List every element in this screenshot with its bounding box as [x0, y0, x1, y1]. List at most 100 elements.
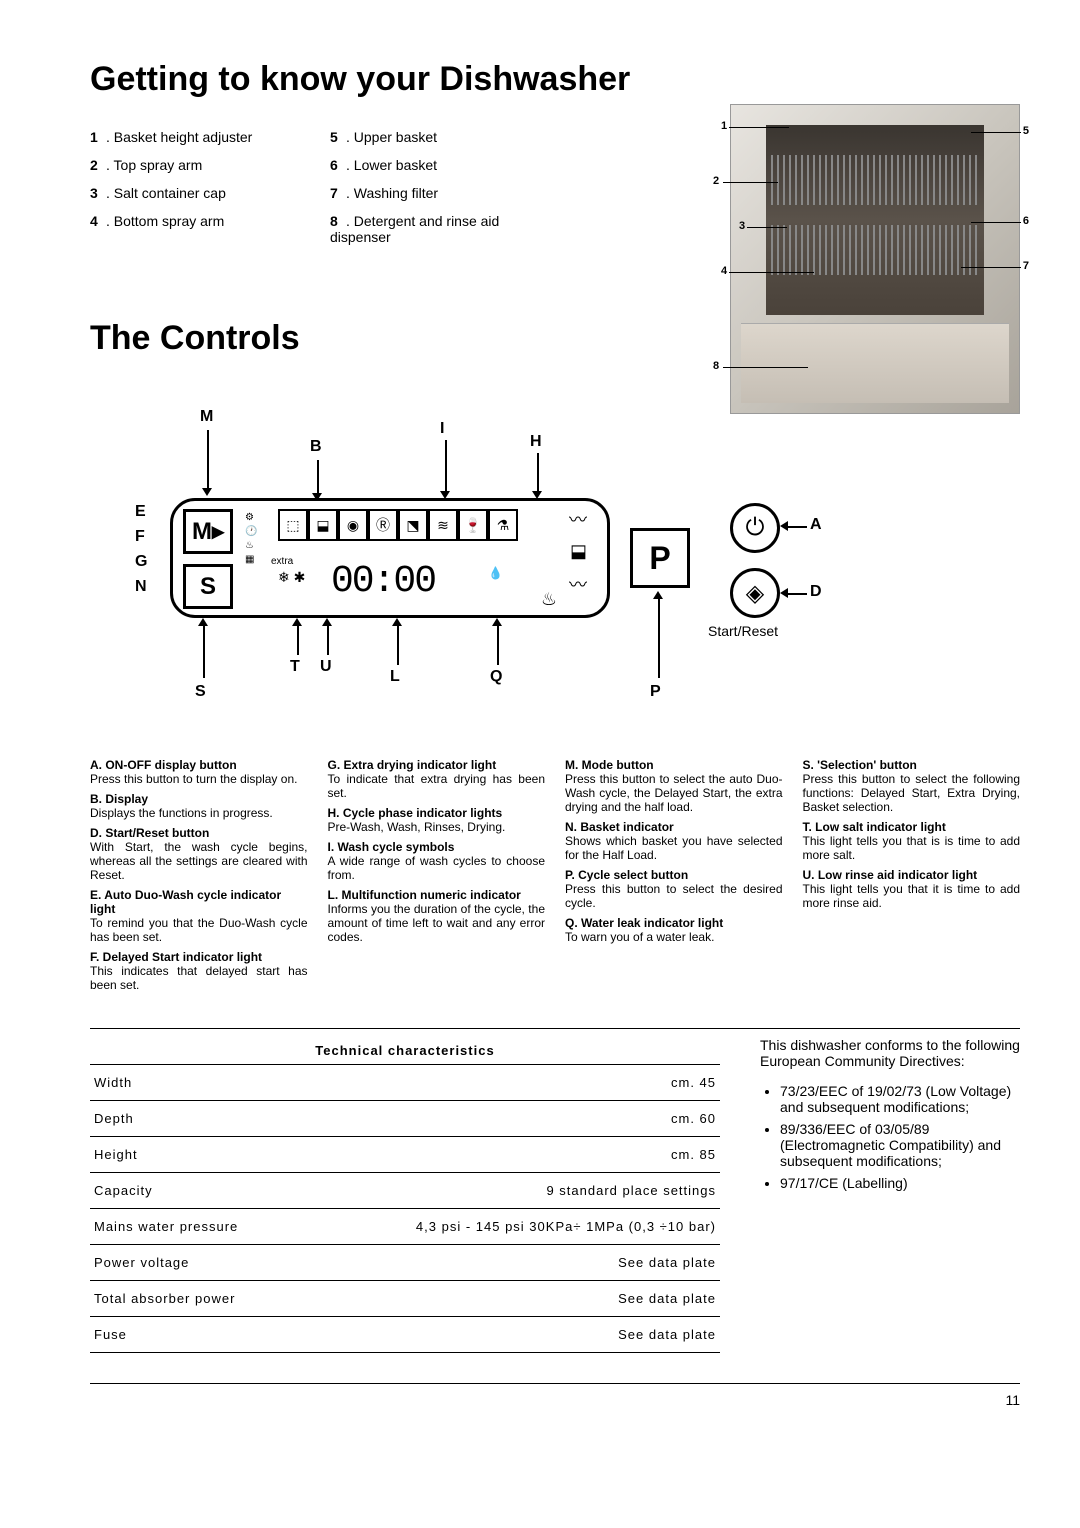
label-L: L	[390, 668, 400, 686]
spray-icon: 〰	[569, 506, 587, 532]
label-I: I	[440, 420, 444, 438]
control-item: E. Auto Duo-Wash cycle indicator lightTo…	[90, 888, 308, 944]
selection-button[interactable]: S	[183, 564, 233, 609]
panel-body: M▸ S ⚙🕐♨▦ ⬚ ⬓ ◉ Ⓡ ⬔ ≋ 🍷 ⚗ extra ❄ ✱ 00:0…	[170, 498, 610, 618]
dishwasher-diagram: 1 2 3 4 5 6 7 8	[730, 104, 1020, 414]
label-D: D	[810, 583, 822, 601]
parts-col-left: 1. Basket height adjuster 2. Top spray a…	[90, 129, 290, 257]
directive-item: 73/23/EEC of 19/02/73 (Low Voltage) and …	[780, 1083, 1020, 1115]
tech-header: Technical characteristics	[90, 1037, 720, 1065]
cycle-select-button[interactable]: P	[630, 528, 690, 588]
mode-button[interactable]: M▸	[183, 509, 233, 554]
control-item: U. Low rinse aid indicator lightThis lig…	[803, 868, 1021, 910]
cycle-icon: ≋	[428, 509, 458, 541]
label-Q: Q	[490, 668, 502, 686]
label-N: N	[135, 578, 147, 596]
control-item: G. Extra drying indicator lightTo indica…	[328, 758, 546, 800]
bottom-section: Technical characteristics Widthcm. 45Dep…	[90, 1028, 1020, 1353]
part-text: Top spray arm	[114, 157, 203, 173]
label-A: A	[810, 516, 822, 534]
cycle-icon: ⬓	[308, 509, 338, 541]
control-item: L. Multifunction numeric indicatorInform…	[328, 888, 546, 944]
part-num: 4	[90, 213, 106, 229]
label-E: E	[135, 503, 146, 521]
indicator-column: ⚙🕐♨▦	[245, 511, 257, 567]
control-item: F. Delayed Start indicator lightThis ind…	[90, 950, 308, 992]
control-item: Q. Water leak indicator lightTo warn you…	[565, 916, 783, 944]
callout-8: 8	[713, 360, 719, 372]
wash-cycle-icons: ⬚ ⬓ ◉ Ⓡ ⬔ ≋ 🍷 ⚗	[278, 509, 518, 541]
control-panel-diagram: M B I H E F G N M▸ S ⚙🕐♨▦ ⬚ ⬓ ◉ Ⓡ ⬔ ≋ 🍷 …	[90, 408, 970, 728]
control-item: D. Start/Reset buttonWith Start, the was…	[90, 826, 308, 882]
label-P: P	[650, 683, 661, 701]
callout-4: 4	[721, 265, 727, 277]
control-item: A. ON-OFF display buttonPress this butto…	[90, 758, 308, 786]
callout-2: 2	[713, 175, 719, 187]
directives: This dishwasher conforms to the followin…	[760, 1037, 1020, 1353]
control-item: N. Basket indicatorShows which basket yo…	[565, 820, 783, 862]
control-item: I. Wash cycle symbolsA wide range of was…	[328, 840, 546, 882]
table-row: Total absorber powerSee data plate	[90, 1281, 720, 1317]
controls-col-3: M. Mode buttonPress this button to selec…	[565, 758, 783, 998]
control-item: M. Mode buttonPress this button to selec…	[565, 758, 783, 814]
table-row: Capacity9 standard place settings	[90, 1173, 720, 1209]
part-text: Washing filter	[354, 185, 438, 201]
table-row: Widthcm. 45	[90, 1065, 720, 1101]
table-row: Mains water pressure4,3 psi - 145 psi 30…	[90, 1209, 720, 1245]
part-num: 1	[90, 129, 106, 145]
part-text: Bottom spray arm	[114, 213, 224, 229]
callout-5: 5	[1023, 125, 1029, 137]
table-row: Heightcm. 85	[90, 1137, 720, 1173]
directive-item: 97/17/CE (Labelling)	[780, 1175, 1020, 1191]
label-M: M	[200, 408, 213, 426]
page-footer: 11	[90, 1383, 1020, 1408]
extra-label: extra	[271, 556, 293, 567]
controls-col-1: A. ON-OFF display buttonPress this butto…	[90, 758, 308, 998]
control-item: S. 'Selection' buttonPress this button t…	[803, 758, 1021, 814]
part-num: 6	[330, 157, 346, 173]
part-num: 3	[90, 185, 106, 201]
callout-7: 7	[1023, 260, 1029, 272]
parts-col-right: 5. Upper basket 6. Lower basket 7. Washi…	[330, 129, 530, 257]
control-item: T. Low salt indicator lightThis light te…	[803, 820, 1021, 862]
spray-icon: ⬓	[570, 541, 587, 562]
directives-intro: This dishwasher conforms to the followin…	[760, 1037, 1020, 1069]
control-item: B. DisplayDisplays the functions in prog…	[90, 792, 308, 820]
cycle-icon: ⬚	[278, 509, 308, 541]
part-num: 8	[330, 213, 346, 229]
on-off-button[interactable]: ⏻	[730, 503, 780, 553]
part-num: 2	[90, 157, 106, 173]
cycle-icon: ◉	[338, 509, 368, 541]
water-drop-icon: 💧	[488, 566, 503, 580]
spray-icon: ♨	[541, 589, 557, 610]
label-B: B	[310, 438, 322, 456]
table-row: Depthcm. 60	[90, 1101, 720, 1137]
callout-3: 3	[739, 220, 745, 232]
lcd-display: 00:00	[293, 556, 473, 606]
control-item: H. Cycle phase indicator lightsPre-Wash,…	[328, 806, 546, 834]
page-number: 11	[1005, 1392, 1020, 1408]
label-G: G	[135, 553, 147, 571]
part-text: Detergent and rinse aid dispenser	[330, 213, 499, 245]
part-text: Upper basket	[354, 129, 437, 145]
label-H: H	[530, 433, 542, 451]
callout-1: 1	[721, 120, 727, 132]
part-text: Lower basket	[354, 157, 437, 173]
part-num: 7	[330, 185, 346, 201]
cycle-icon: 🍷	[458, 509, 488, 541]
spray-icon: 〰	[569, 571, 587, 597]
controls-col-4: S. 'Selection' buttonPress this button t…	[803, 758, 1021, 998]
label-S-bot: S	[195, 683, 206, 701]
control-item: P. Cycle select buttonPress this button …	[565, 868, 783, 910]
table-row: FuseSee data plate	[90, 1317, 720, 1353]
label-F: F	[135, 528, 145, 546]
table-row: Power voltageSee data plate	[90, 1245, 720, 1281]
start-reset-button[interactable]: ◈	[730, 568, 780, 618]
tech-characteristics-table: Technical characteristics Widthcm. 45Dep…	[90, 1037, 720, 1353]
cycle-icon: ⬔	[398, 509, 428, 541]
parts-section: 1. Basket height adjuster 2. Top spray a…	[90, 129, 1020, 289]
cycle-icon: ⚗	[488, 509, 518, 541]
start-reset-label: Start/Reset	[708, 623, 778, 639]
part-text: Salt container cap	[114, 185, 226, 201]
callout-6: 6	[1023, 215, 1029, 227]
